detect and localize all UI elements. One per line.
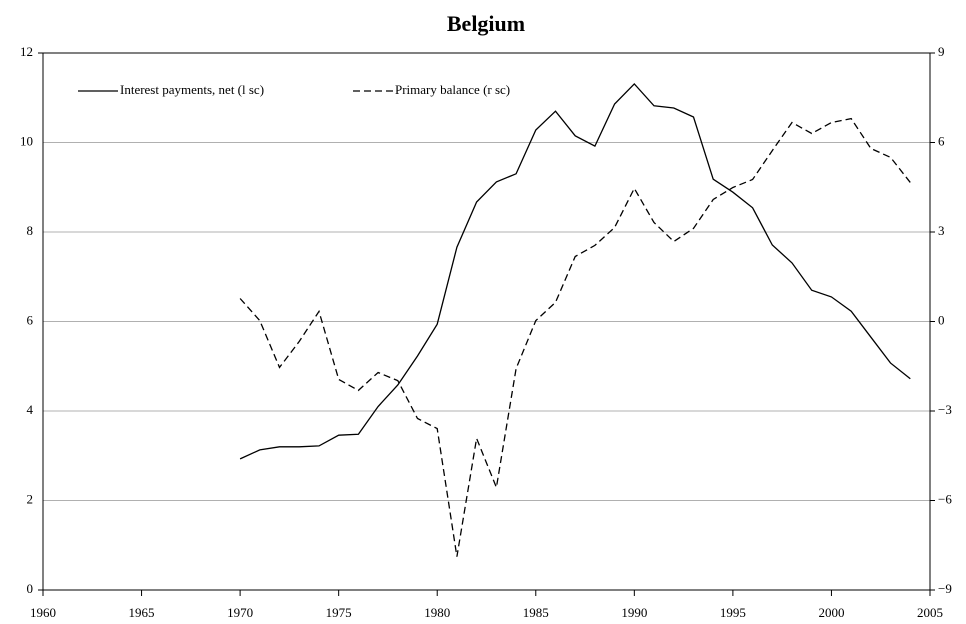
x-tick-label: 1975 xyxy=(326,605,352,620)
y2-tick-label: 9 xyxy=(938,44,945,59)
x-tick-label: 2000 xyxy=(818,605,844,620)
data-line xyxy=(239,117,911,557)
y-tick-label: 8 xyxy=(27,223,34,238)
y2-tick-label: −6 xyxy=(938,491,952,506)
x-tick-label: 1980 xyxy=(424,605,450,620)
y2-tick-label: −3 xyxy=(938,402,952,417)
legend-label: Primary balance (r sc) xyxy=(395,82,510,97)
plot-frame xyxy=(42,52,931,591)
y-tick-label: 10 xyxy=(20,133,33,148)
y-tick-label: 6 xyxy=(27,312,34,327)
legend-label: Interest payments, net (l sc) xyxy=(120,82,264,97)
y-tick-label: 12 xyxy=(20,44,33,59)
y2-tick-label: 3 xyxy=(938,223,945,238)
y-tick-label: 2 xyxy=(27,491,34,506)
y2-tick-label: 0 xyxy=(938,312,945,327)
x-tick-label: 1970 xyxy=(227,605,253,620)
chart-title: Belgium xyxy=(447,11,525,36)
x-tick-label: 1960 xyxy=(30,605,56,620)
y-tick-label: 4 xyxy=(27,402,34,417)
data-line xyxy=(239,82,911,460)
y2-tick-label: 6 xyxy=(938,133,945,148)
y2-tick-label: −9 xyxy=(938,581,952,596)
y-tick-label: 0 xyxy=(27,581,34,596)
x-tick-label: 2005 xyxy=(917,605,943,620)
x-tick-label: 1985 xyxy=(523,605,549,620)
x-tick-label: 1965 xyxy=(129,605,155,620)
x-tick-label: 1995 xyxy=(720,605,746,620)
x-tick-label: 1990 xyxy=(621,605,647,620)
